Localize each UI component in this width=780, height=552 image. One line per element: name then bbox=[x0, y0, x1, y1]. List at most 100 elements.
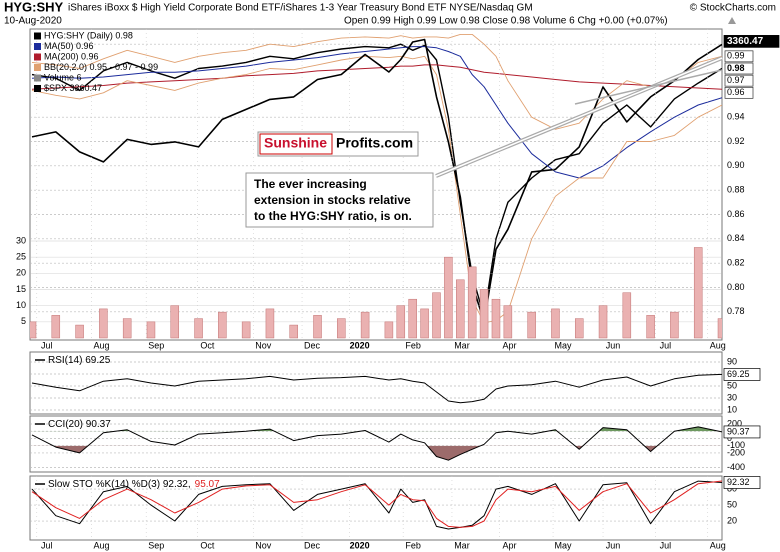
series-line bbox=[31, 480, 722, 528]
y-tick-label: 5 bbox=[21, 316, 26, 326]
volume-bar bbox=[313, 315, 322, 339]
legend-entry: Volume 6 bbox=[44, 72, 82, 82]
x-tick-label: 2020 bbox=[350, 340, 370, 350]
y-tick-label: -200 bbox=[727, 447, 745, 457]
y-tick-label: 50 bbox=[727, 499, 737, 509]
series-line bbox=[31, 373, 722, 404]
x-tick-label: Nov bbox=[255, 540, 272, 550]
y-tick-label: 25 bbox=[16, 252, 26, 262]
volume-bar bbox=[337, 318, 346, 339]
volume-bar bbox=[467, 266, 477, 339]
x-tick-label: Sep bbox=[148, 540, 164, 550]
series-group bbox=[30, 247, 722, 339]
y-tick-label: -400 bbox=[727, 462, 745, 472]
trend-line-2 bbox=[574, 69, 723, 105]
series-group bbox=[31, 480, 722, 530]
volume-bar bbox=[360, 311, 370, 339]
y-tick-label: 0.78 bbox=[727, 306, 745, 316]
symbol-title: HYG:SHY bbox=[4, 0, 64, 14]
value-tag-box bbox=[723, 476, 761, 489]
legend-swatch bbox=[34, 32, 41, 40]
note-line: extension in stocks relative bbox=[254, 193, 411, 207]
y-tick-label: 30 bbox=[727, 392, 737, 402]
indicator-shade bbox=[32, 445, 722, 461]
volume-bar bbox=[717, 318, 722, 339]
volume-bar bbox=[218, 311, 227, 339]
series-line bbox=[31, 38, 722, 323]
volume-bar bbox=[574, 318, 584, 339]
sto-panel-frame bbox=[29, 475, 723, 541]
series-line bbox=[31, 426, 722, 461]
x-tick-label: 2020 bbox=[350, 540, 370, 550]
x-tick-label: Apr bbox=[503, 540, 517, 550]
y-tick-label: 30 bbox=[16, 235, 26, 245]
y-tick-label: 0.92 bbox=[727, 136, 745, 146]
subtitle: iShares iBoxx $ High Yield Corporate Bon… bbox=[68, 3, 533, 14]
volume-bar bbox=[527, 311, 536, 339]
x-tick-label: Dec bbox=[304, 540, 321, 550]
value-tag: 0.98 bbox=[727, 63, 745, 73]
x-tick-label: Jun bbox=[606, 340, 621, 350]
volume-bar bbox=[30, 321, 37, 339]
volume-bar bbox=[646, 315, 655, 339]
credit: © StockCharts.com bbox=[690, 3, 776, 14]
x-tick-label: May bbox=[555, 340, 573, 350]
x-tick-label: Dec bbox=[304, 340, 321, 350]
value-tag-box bbox=[724, 74, 754, 87]
volume-bar bbox=[503, 305, 513, 339]
series-line bbox=[31, 46, 722, 179]
volume-bar bbox=[479, 289, 489, 339]
volume-bar bbox=[491, 298, 501, 339]
volume-bar bbox=[598, 305, 608, 339]
x-tick-label: Mar bbox=[454, 340, 470, 350]
volume-bar bbox=[51, 315, 61, 339]
y-tick-label: 0.94 bbox=[727, 112, 745, 122]
volume-bar bbox=[384, 321, 394, 339]
y-tick-label: 50 bbox=[727, 380, 737, 390]
note-box bbox=[245, 172, 434, 228]
volume-bar bbox=[99, 308, 108, 339]
series-line bbox=[31, 64, 722, 90]
logo-left bbox=[259, 133, 333, 155]
x-tick-label: Jun bbox=[606, 540, 621, 550]
value-tag: 3360.47 bbox=[727, 36, 764, 47]
value-tag-box bbox=[724, 50, 754, 63]
series-line bbox=[31, 480, 722, 530]
quote: Open 0.99 High 0.99 Low 0.98 Close 0.98 … bbox=[344, 16, 668, 27]
y-tick-label: 0.88 bbox=[727, 185, 745, 195]
legend-entry: $SPX 3360.47 bbox=[44, 83, 102, 93]
cci-panel-frame bbox=[29, 415, 723, 473]
panel-legend: RSI(14) 69.25 bbox=[48, 355, 111, 366]
x-tick-label: Oct bbox=[200, 540, 215, 550]
series-group bbox=[31, 426, 722, 461]
y-tick-label: 15 bbox=[16, 284, 26, 294]
x-tick-label: Aug bbox=[710, 540, 726, 550]
value-tag-box bbox=[723, 368, 761, 381]
date: 10-Aug-2020 bbox=[4, 16, 62, 27]
volume-bar bbox=[265, 308, 275, 339]
legend-entry: BB(20,2.0) 0.95 - 0.97 - 0.99 bbox=[44, 62, 158, 72]
note-line: to the HYG:SHY ratio, is on. bbox=[254, 209, 412, 223]
x-tick-label: Nov bbox=[255, 340, 272, 350]
volume-bar bbox=[194, 318, 203, 339]
volume-bar bbox=[170, 305, 180, 339]
volume-bar bbox=[420, 308, 429, 339]
y-tick-label: -100 bbox=[727, 440, 745, 450]
panel-legend: Slow STO %K(14) %D(3) 92.32, 95.07 bbox=[48, 479, 220, 490]
volume-bar bbox=[289, 324, 298, 339]
legend-swatch bbox=[34, 85, 41, 92]
x-tick-label: Apr bbox=[503, 340, 517, 350]
volume-bar bbox=[670, 311, 679, 339]
indicator-shade bbox=[115, 426, 719, 432]
volume-bar bbox=[456, 279, 465, 339]
volume-bar bbox=[622, 292, 632, 339]
value-tag: 0.99 bbox=[727, 51, 745, 61]
y-tick-label: 20 bbox=[727, 515, 737, 525]
y-tick-label: 200 bbox=[727, 418, 742, 428]
series-line bbox=[31, 33, 722, 130]
legend-entry: RSI(14) 69.25 bbox=[48, 355, 111, 366]
y-tick-label: 10 bbox=[16, 300, 26, 310]
x-tick-label: Jul bbox=[660, 540, 672, 550]
x-tick-label: Jul bbox=[660, 340, 672, 350]
volume-bar bbox=[75, 324, 84, 339]
